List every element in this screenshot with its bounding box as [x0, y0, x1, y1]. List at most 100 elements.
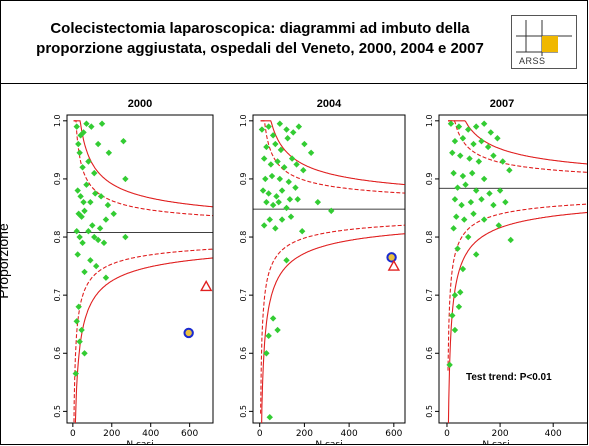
- y-tick-label: 0.6: [53, 347, 62, 360]
- hospital-point: [79, 164, 86, 171]
- hospital-point: [273, 193, 280, 200]
- hospital-point: [494, 135, 501, 142]
- hospital-point: [454, 184, 461, 191]
- lower-control-limit: [74, 257, 213, 423]
- hospital-point: [465, 126, 472, 133]
- hospital-point: [102, 274, 110, 281]
- plot-frame: [252, 114, 406, 424]
- hospital-point: [122, 175, 129, 183]
- y-tick-label: 0.5: [425, 405, 434, 418]
- hospital-point: [102, 216, 110, 223]
- hospital-point: [265, 123, 272, 130]
- hospital-point: [88, 123, 95, 130]
- hospital-point: [262, 175, 269, 183]
- hospital-point: [258, 126, 266, 133]
- hospital-point: [459, 172, 467, 180]
- hospital-point: [284, 135, 291, 142]
- hospital-point: [454, 245, 461, 252]
- panel-title: 2007: [490, 98, 514, 110]
- hospital-point: [278, 216, 286, 223]
- hospital-point: [467, 198, 475, 206]
- plot-area: [253, 120, 405, 423]
- x-tick-label: 600: [385, 429, 402, 439]
- x-axis-label: N casi: [126, 440, 153, 445]
- hospital-point: [272, 140, 279, 148]
- hospital-point: [451, 137, 459, 145]
- logo-icon: [516, 20, 572, 56]
- hospital-point: [81, 207, 88, 215]
- hospital-point: [265, 190, 272, 197]
- hospital-point: [89, 222, 96, 229]
- hospital-point: [453, 213, 460, 220]
- hospital-point: [87, 198, 94, 206]
- hospital-point: [93, 262, 100, 270]
- hospital-point: [507, 236, 514, 244]
- x-tick-label: 0: [257, 429, 263, 439]
- hospital-point: [260, 222, 268, 229]
- hospital-point: [266, 216, 273, 223]
- hospital-point: [478, 137, 485, 145]
- hospital-point: [314, 198, 322, 206]
- title-separator: [1, 83, 587, 84]
- upper-warning-limit: [260, 120, 405, 194]
- hospital-point: [83, 181, 90, 188]
- x-axis-label: N casi: [315, 440, 342, 445]
- hospital-point: [472, 187, 480, 194]
- hospital-point: [293, 161, 300, 168]
- hospital-point: [263, 350, 270, 357]
- x-tick-label: 400: [341, 429, 358, 439]
- highlight-triangle: [387, 259, 401, 271]
- hospital-point: [81, 268, 88, 276]
- y-tick-label: 0.5: [239, 405, 248, 418]
- hospital-point: [98, 120, 106, 127]
- upper-control-limit: [260, 120, 405, 186]
- hospital-point: [272, 225, 279, 232]
- hospital-point: [73, 318, 80, 325]
- hospital-point: [274, 158, 281, 165]
- hospital-point: [80, 129, 87, 136]
- hospital-point: [87, 257, 94, 264]
- hospital-point: [73, 228, 80, 235]
- hospital-point: [83, 120, 90, 127]
- x-tick-label: 200: [103, 429, 120, 439]
- hospital-point: [77, 193, 84, 200]
- title-line-1: Colecistectomia laparoscopica: diagrammi…: [50, 20, 470, 37]
- hospital-point: [79, 239, 86, 247]
- y-tick-label: 0.6: [425, 347, 434, 360]
- lower-control-limit: [261, 233, 405, 423]
- hospital-point: [80, 198, 87, 206]
- hospital-point: [459, 135, 467, 142]
- hospital-point: [457, 289, 464, 296]
- hospital-point: [506, 167, 513, 174]
- x-tick-label: 600: [181, 429, 198, 439]
- hospital-point: [263, 143, 270, 151]
- hospital-point: [450, 169, 457, 177]
- hospital-point: [495, 222, 502, 229]
- hospital-point: [487, 129, 494, 136]
- hospital-point: [450, 225, 457, 232]
- hospital-point: [470, 210, 477, 217]
- hospital-point: [85, 228, 92, 235]
- hospital-point: [502, 198, 509, 206]
- hospital-point: [449, 149, 456, 156]
- hospital-point: [277, 146, 285, 154]
- hospital-point: [275, 198, 282, 206]
- lower-warning-limit: [260, 224, 405, 414]
- hospital-point: [496, 187, 504, 194]
- y-tick-label: 0.9: [425, 173, 434, 186]
- hospital-point: [75, 210, 82, 217]
- title-line-2: proporzione aggiustata, ospedali del Ven…: [36, 40, 484, 57]
- hospital-point: [94, 140, 102, 148]
- lower-warning-limit: [447, 203, 587, 371]
- hospital-point: [462, 181, 469, 188]
- hospital-point: [459, 265, 467, 273]
- hospital-point: [268, 172, 276, 180]
- hospital-point: [287, 213, 295, 220]
- upper-warning-limit: [448, 120, 587, 173]
- hospital-point: [75, 140, 82, 148]
- panel-title: 2000: [128, 98, 152, 110]
- hospital-point: [288, 155, 296, 162]
- hospital-point: [97, 193, 105, 200]
